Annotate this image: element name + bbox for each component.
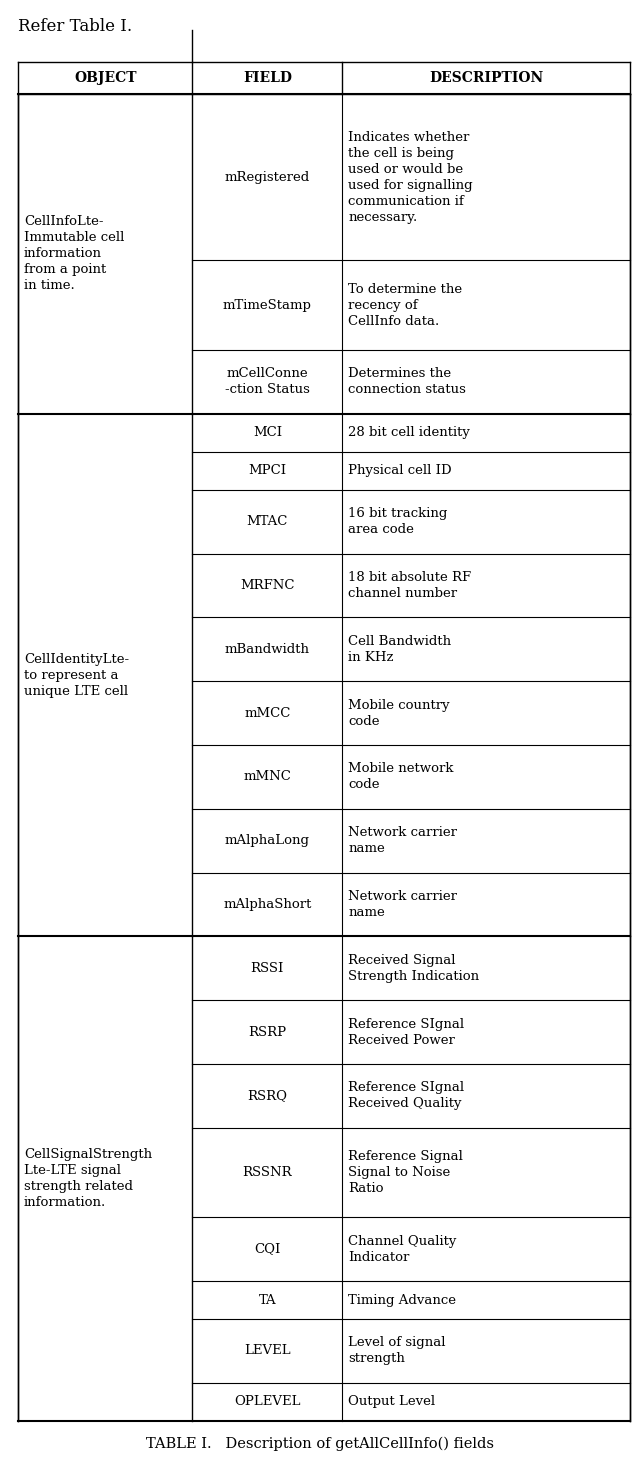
Text: Reference SIgnal
Received Quality: Reference SIgnal Received Quality bbox=[348, 1081, 465, 1111]
Text: To determine the
recency of
CellInfo data.: To determine the recency of CellInfo dat… bbox=[348, 283, 463, 327]
Text: Output Level: Output Level bbox=[348, 1395, 435, 1408]
Text: Determines the
connection status: Determines the connection status bbox=[348, 367, 466, 396]
Text: mAlphaLong: mAlphaLong bbox=[225, 834, 310, 847]
Text: Indicates whether
the cell is being
used or would be
used for signalling
communi: Indicates whether the cell is being used… bbox=[348, 131, 473, 224]
Text: 16 bit tracking
area code: 16 bit tracking area code bbox=[348, 507, 448, 536]
Text: MRFNC: MRFNC bbox=[240, 579, 294, 592]
Text: Refer Table I.: Refer Table I. bbox=[18, 18, 132, 35]
Text: TA: TA bbox=[259, 1293, 276, 1307]
Text: MTAC: MTAC bbox=[246, 516, 288, 529]
Text: Network carrier
name: Network carrier name bbox=[348, 826, 458, 856]
Text: Mobile country
code: Mobile country code bbox=[348, 698, 450, 728]
Text: RSSNR: RSSNR bbox=[243, 1167, 292, 1178]
Text: mTimeStamp: mTimeStamp bbox=[223, 299, 312, 312]
Text: mAlphaShort: mAlphaShort bbox=[223, 899, 312, 910]
Text: MCI: MCI bbox=[253, 426, 282, 439]
Text: RSSI: RSSI bbox=[251, 962, 284, 975]
Text: Timing Advance: Timing Advance bbox=[348, 1293, 456, 1307]
Text: 18 bit absolute RF
channel number: 18 bit absolute RF channel number bbox=[348, 572, 472, 600]
Text: mMNC: mMNC bbox=[243, 770, 291, 784]
Text: RSRQ: RSRQ bbox=[248, 1090, 287, 1102]
Text: Physical cell ID: Physical cell ID bbox=[348, 464, 452, 477]
Text: MPCI: MPCI bbox=[248, 464, 287, 477]
Text: CellSignalStrength
Lte-LTE signal
strength related
information.: CellSignalStrength Lte-LTE signal streng… bbox=[24, 1147, 152, 1209]
Text: 28 bit cell identity: 28 bit cell identity bbox=[348, 426, 470, 439]
Text: FIELD: FIELD bbox=[243, 71, 292, 85]
Text: CellInfoLte-
Immutable cell
information
from a point
in time.: CellInfoLte- Immutable cell information … bbox=[24, 215, 124, 292]
Text: Received Signal
Strength Indication: Received Signal Strength Indication bbox=[348, 955, 479, 982]
Text: RSRP: RSRP bbox=[248, 1025, 287, 1038]
Text: mRegistered: mRegistered bbox=[225, 171, 310, 184]
Text: Channel Quality
Indicator: Channel Quality Indicator bbox=[348, 1234, 457, 1264]
Text: TABLE I.   Description of getAllCellInfo() fields: TABLE I. Description of getAllCellInfo()… bbox=[146, 1436, 494, 1451]
Text: mMCC: mMCC bbox=[244, 707, 291, 720]
Text: Reference Signal
Signal to Noise
Ratio: Reference Signal Signal to Noise Ratio bbox=[348, 1150, 463, 1195]
Text: Reference SIgnal
Received Power: Reference SIgnal Received Power bbox=[348, 1018, 465, 1047]
Text: Network carrier
name: Network carrier name bbox=[348, 890, 458, 919]
Text: OPLEVEL: OPLEVEL bbox=[234, 1395, 301, 1408]
Text: mCellConne
-ction Status: mCellConne -ction Status bbox=[225, 367, 310, 396]
Text: CellIdentityLte-
to represent a
unique LTE cell: CellIdentityLte- to represent a unique L… bbox=[24, 653, 129, 698]
Text: CQI: CQI bbox=[254, 1243, 280, 1255]
Text: Level of signal
strength: Level of signal strength bbox=[348, 1336, 446, 1365]
Text: LEVEL: LEVEL bbox=[244, 1345, 291, 1358]
Text: OBJECT: OBJECT bbox=[74, 71, 136, 85]
Text: mBandwidth: mBandwidth bbox=[225, 642, 310, 655]
Text: Cell Bandwidth
in KHz: Cell Bandwidth in KHz bbox=[348, 635, 451, 664]
Text: Mobile network
code: Mobile network code bbox=[348, 763, 454, 791]
Text: DESCRIPTION: DESCRIPTION bbox=[429, 71, 543, 85]
